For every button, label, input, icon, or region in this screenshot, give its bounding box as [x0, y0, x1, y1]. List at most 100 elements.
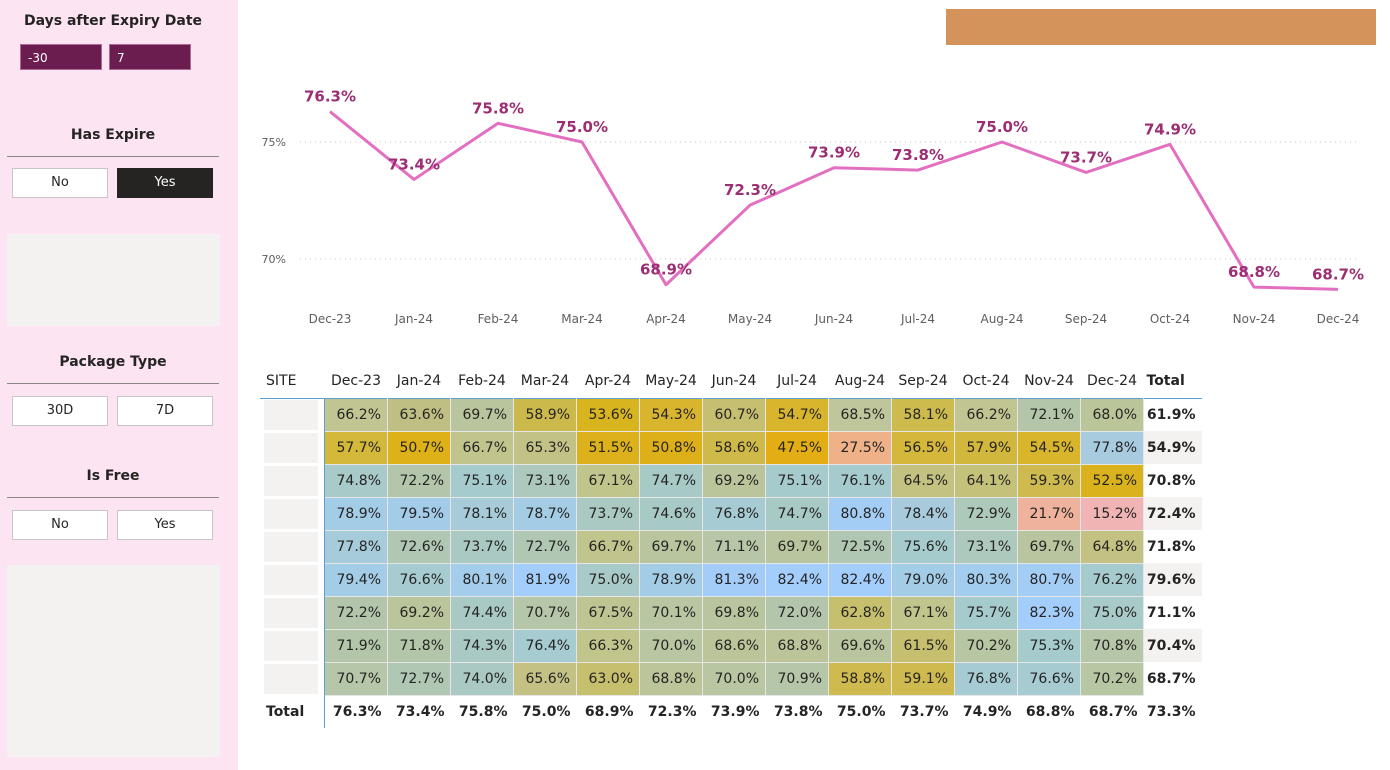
site-name-cell [260, 629, 325, 662]
value-cell: 71.9% [324, 629, 388, 663]
value-cell: 70.0% [639, 629, 703, 663]
value-cell: 66.2% [324, 398, 388, 432]
value-cell: 69.7% [1017, 530, 1081, 564]
package-30d-tile[interactable]: 30D [12, 396, 108, 426]
month-column-header[interactable]: Nov-24 [1024, 372, 1074, 389]
table-row[interactable]: 71.9% 71.8% 74.3% 76.4% 66.3% 70.0% 68.6% 68.8%… [260, 629, 1202, 663]
value-cell: 56.5% [891, 431, 955, 465]
value-cell: 68.8% [639, 662, 703, 696]
table-row[interactable]: 79.4% 76.6% 80.1% 81.9% 75.0% 78.9% 81.3% 82.4%… [260, 563, 1202, 597]
month-column-header[interactable]: Aug-24 [834, 372, 886, 389]
month-column-header[interactable]: Jun-24 [711, 372, 757, 389]
table-row[interactable]: 74.8% 72.2% 75.1% 73.1% 67.1% 74.7% 69.2% 75.1%… [260, 464, 1202, 498]
days-range-from-input[interactable]: -30 [20, 44, 102, 70]
value-cell: 72.2% [387, 464, 451, 498]
total-row-label: Total [260, 695, 325, 728]
value-cell: 76.8% [702, 497, 766, 531]
value-cell: 75.6% [891, 530, 955, 564]
value-cell: 81.9% [513, 563, 577, 597]
table-row[interactable]: 78.9% 79.5% 78.1% 78.7% 73.7% 74.6% 76.8% 74.7%… [260, 497, 1202, 531]
value-cell: 79.5% [387, 497, 451, 531]
filter-sidebar: Days after Expiry Date -30 7 Has Expire … [0, 0, 238, 770]
is-free-no-tile[interactable]: No [12, 510, 108, 540]
column-total-cell: 73.4% [395, 703, 445, 720]
has-expire-title: Has Expire [70, 127, 156, 143]
column-total-cell: 72.3% [647, 703, 697, 720]
month-column-header[interactable]: Feb-24 [458, 372, 506, 389]
month-column-header[interactable]: Dec-24 [1087, 372, 1137, 389]
month-column-header[interactable]: Apr-24 [584, 372, 632, 389]
total-row: Total 76.3% 73.4% 75.8% 75.0% 68.9% 72.3% 73.9%… [260, 695, 1202, 728]
value-cell: 75.3% [1017, 629, 1081, 663]
value-cell: 75.0% [1080, 596, 1144, 630]
site-column-header[interactable]: SITE [266, 372, 297, 389]
x-tick-label: Dec-24 [1317, 312, 1360, 326]
column-total-cell: 75.8% [458, 703, 508, 720]
value-cell: 80.3% [954, 563, 1018, 597]
column-total-cell: 68.9% [584, 703, 634, 720]
value-cell: 69.8% [702, 596, 766, 630]
redacted-site-name [264, 663, 318, 694]
value-cell: 68.5% [828, 398, 892, 432]
days-range-to-input[interactable]: 7 [109, 44, 191, 70]
table-row[interactable]: 57.7% 50.7% 66.7% 65.3% 51.5% 50.8% 58.6% 47.5%… [260, 431, 1202, 465]
value-cell: 69.2% [387, 596, 451, 630]
value-cell: 70.7% [324, 662, 388, 696]
value-cell: 64.8% [1080, 530, 1144, 564]
value-cell: 74.6% [639, 497, 703, 531]
month-column-header[interactable]: Dec-23 [331, 372, 381, 389]
is-free-divider [7, 497, 219, 498]
data-label: 73.4% [388, 155, 440, 173]
month-column-header[interactable]: Sep-24 [898, 372, 948, 389]
table-row[interactable]: 66.2% 63.6% 69.7% 58.9% 53.6% 54.3% 60.7% 54.7%… [260, 398, 1202, 432]
site-name-cell [260, 431, 325, 464]
value-cell: 66.7% [576, 530, 640, 564]
month-column-header[interactable]: Jul-24 [777, 372, 817, 389]
value-cell: 66.7% [450, 431, 514, 465]
row-total-cell: 71.8% [1143, 530, 1202, 563]
month-column-header[interactable]: May-24 [645, 372, 697, 389]
value-cell: 69.7% [450, 398, 514, 432]
x-tick-label: Oct-24 [1150, 312, 1190, 326]
x-tick-label: Sep-24 [1065, 312, 1107, 326]
x-tick-label: Mar-24 [561, 312, 602, 326]
column-total-cell: 68.8% [1025, 703, 1075, 720]
value-cell: 51.5% [576, 431, 640, 465]
has-expire-no-tile[interactable]: No [12, 168, 108, 198]
value-cell: 72.1% [1017, 398, 1081, 432]
blank-visual-panel-lower [7, 565, 220, 757]
value-cell: 70.2% [1080, 662, 1144, 696]
value-cell: 71.8% [387, 629, 451, 663]
value-cell: 74.7% [765, 497, 829, 531]
is-free-yes-tile[interactable]: Yes [117, 510, 213, 540]
table-row[interactable]: 77.8% 72.6% 73.7% 72.7% 66.7% 69.7% 71.1% 69.7%… [260, 530, 1202, 564]
has-expire-yes-tile[interactable]: Yes [117, 168, 213, 198]
table-row[interactable]: 72.2% 69.2% 74.4% 70.7% 67.5% 70.1% 69.8% 72.0%… [260, 596, 1202, 630]
month-column-header[interactable]: Mar-24 [520, 372, 570, 389]
value-cell: 72.7% [513, 530, 577, 564]
x-tick-label: Nov-24 [1233, 312, 1276, 326]
data-label: 73.7% [1060, 148, 1112, 166]
value-cell: 70.2% [954, 629, 1018, 663]
table-row[interactable]: 70.7% 72.7% 74.0% 65.6% 63.0% 68.8% 70.0% 70.9%… [260, 662, 1202, 696]
value-cell: 50.8% [639, 431, 703, 465]
value-cell: 72.6% [387, 530, 451, 564]
value-cell: 82.3% [1017, 596, 1081, 630]
data-label: 72.3% [724, 181, 776, 199]
site-name-cell [260, 398, 325, 431]
value-cell: 67.1% [576, 464, 640, 498]
redacted-site-name [264, 564, 318, 595]
value-cell: 73.7% [576, 497, 640, 531]
column-total-cell: 73.7% [899, 703, 949, 720]
value-cell: 66.2% [954, 398, 1018, 432]
value-cell: 75.1% [450, 464, 514, 498]
value-cell: 58.1% [891, 398, 955, 432]
month-column-header[interactable]: Jan-24 [396, 372, 442, 389]
row-total-cell: 70.4% [1143, 629, 1202, 662]
value-cell: 54.3% [639, 398, 703, 432]
total-column-header[interactable]: Total [1146, 372, 1185, 389]
matrix-table: SITE Dec-23 Jan-24 Feb-24 Mar-24 Apr-24 May-2… [260, 364, 1202, 728]
package-7d-tile[interactable]: 7D [117, 396, 213, 426]
redacted-site-name [264, 432, 318, 463]
month-column-header[interactable]: Oct-24 [962, 372, 1010, 389]
